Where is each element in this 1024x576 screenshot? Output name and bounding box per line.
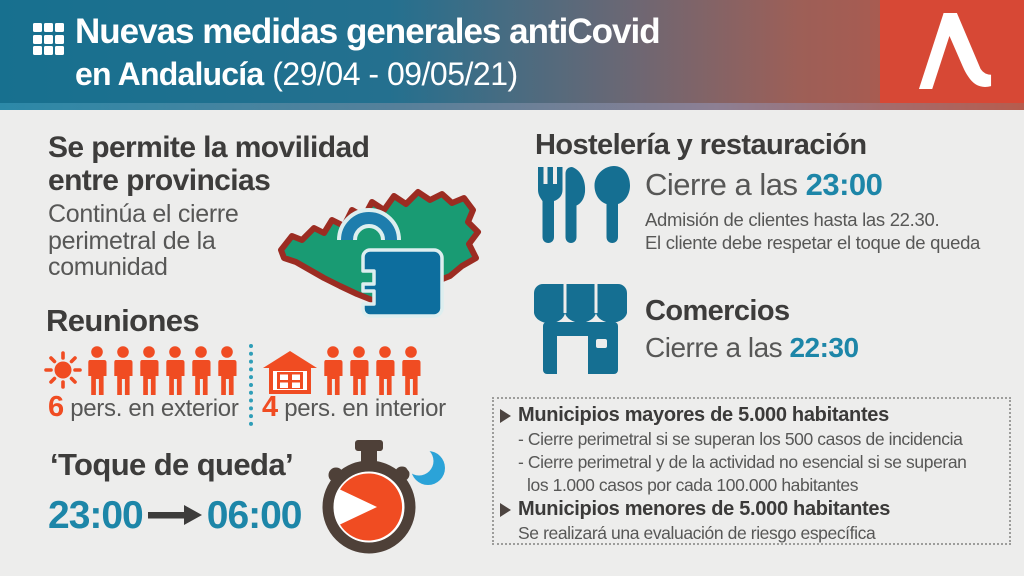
person-icons-interior: [322, 346, 422, 396]
exterior-count: 6: [48, 391, 64, 423]
person-icon: [376, 346, 395, 395]
mobility-subtext: Continúa el cierre perimetral de la comu…: [48, 201, 239, 281]
exterior-text: pers. en exterior: [63, 395, 239, 422]
mayores-rule-2-line1: - Cierre perimetral y de la actividad no…: [518, 452, 967, 472]
closing-time: 22:30: [789, 332, 859, 363]
sun-icon: [44, 351, 82, 389]
open-lock-icon: [361, 248, 444, 318]
stopwatch-moon-icon: [322, 440, 445, 554]
arrow-marker-icon: [500, 408, 511, 423]
interior-limit-label: 4 pers. en interior: [262, 391, 446, 424]
dotted-divider: [249, 344, 253, 426]
title-region: en Andalucía: [75, 56, 264, 92]
title-line-1: Nuevas medidas generales antiCovid: [75, 12, 661, 51]
storefront-icon: [534, 284, 627, 374]
page-title: Nuevas medidas generales antiCovid en An…: [75, 9, 661, 94]
closing-time: 23:00: [805, 167, 883, 202]
comercios-closing: Cierre a las 22:30: [645, 332, 859, 364]
municipios-menores-text: Municipios menores de 5.000 habitantes: [518, 498, 891, 520]
title-dates: (29/04 - 09/05/21): [272, 56, 518, 92]
reuniones-heading: Reuniones: [46, 303, 200, 338]
mobility-heading-line2: entre provincias: [48, 164, 271, 197]
curfew-times: 23:00 06:00: [48, 494, 302, 538]
interior-text: pers. en interior: [277, 395, 446, 422]
exterior-limit-label: 6 pers. en exterior: [48, 391, 239, 424]
person-icon: [192, 346, 211, 395]
municipios-menores-heading: Municipios menores de 5.000 habitantes: [500, 497, 1003, 522]
hosteleria-note-2: El cliente debe respetar el toque de que…: [645, 232, 981, 253]
person-icon: [166, 346, 185, 395]
mayores-rule-1: - Cierre perimetral si se superan los 50…: [518, 429, 963, 449]
mobility-heading: Se permite la movilidad entre provincias: [48, 131, 370, 197]
curfew-heading: ‘Toque de queda’: [50, 447, 294, 482]
person-icon: [324, 346, 343, 395]
cutlery-icon: [538, 166, 630, 243]
junta-andalucia-logo: [880, 0, 1024, 103]
curfew-start-time: 23:00: [48, 494, 144, 537]
andalucia-map-with-lock-icon: [278, 189, 481, 318]
arrow-marker-icon: [500, 502, 511, 517]
mobility-subtext-line1: Continúa el cierre: [48, 200, 239, 228]
closing-prefix: Cierre a las: [645, 167, 806, 202]
person-icons-exterior: [86, 346, 238, 396]
title-line-2: en Andalucía (29/04 - 09/05/21): [75, 54, 660, 94]
mobility-subtext-line3: comunidad: [48, 253, 168, 281]
interior-count: 4: [262, 391, 278, 423]
person-icon: [88, 346, 107, 395]
municipios-mayores-text: Municipios mayores de 5.000 habitantes: [518, 404, 889, 426]
header-accent-strip: [0, 103, 1024, 110]
person-icon: [402, 346, 421, 395]
menores-rule: Se realizará una evaluación de riesgo es…: [518, 523, 876, 543]
person-icon: [350, 346, 369, 395]
arrow-right-icon: [147, 505, 202, 525]
comercios-heading: Comercios: [645, 295, 790, 327]
hosteleria-note-1: Admisión de clientes hasta las 22.30.: [645, 209, 940, 230]
hosteleria-closing: Cierre a las 23:00: [645, 167, 883, 203]
house-icon: [263, 351, 317, 394]
curfew-end-time: 06:00: [206, 494, 303, 537]
person-icon: [114, 346, 133, 395]
mobility-heading-line1: Se permite la movilidad: [48, 131, 370, 164]
municipios-rules-box: Municipios mayores de 5.000 habitantes -…: [492, 397, 1011, 545]
municipios-mayores-heading: Municipios mayores de 5.000 habitantes: [500, 403, 1003, 428]
mayores-rule-2-line2: los 1.000 casos por cada 100.000 habitan…: [527, 475, 859, 495]
hosteleria-heading: Hostelería y restauración: [535, 129, 867, 161]
person-icon: [218, 346, 237, 395]
logo-a-icon: [918, 13, 992, 89]
person-icon: [140, 346, 159, 395]
grid-icon: [33, 23, 64, 56]
header-banner: Nuevas medidas generales antiCovid en An…: [0, 0, 1024, 103]
closing-prefix: Cierre a las: [645, 332, 790, 363]
mobility-subtext-line2: perimetral de la: [48, 226, 216, 255]
